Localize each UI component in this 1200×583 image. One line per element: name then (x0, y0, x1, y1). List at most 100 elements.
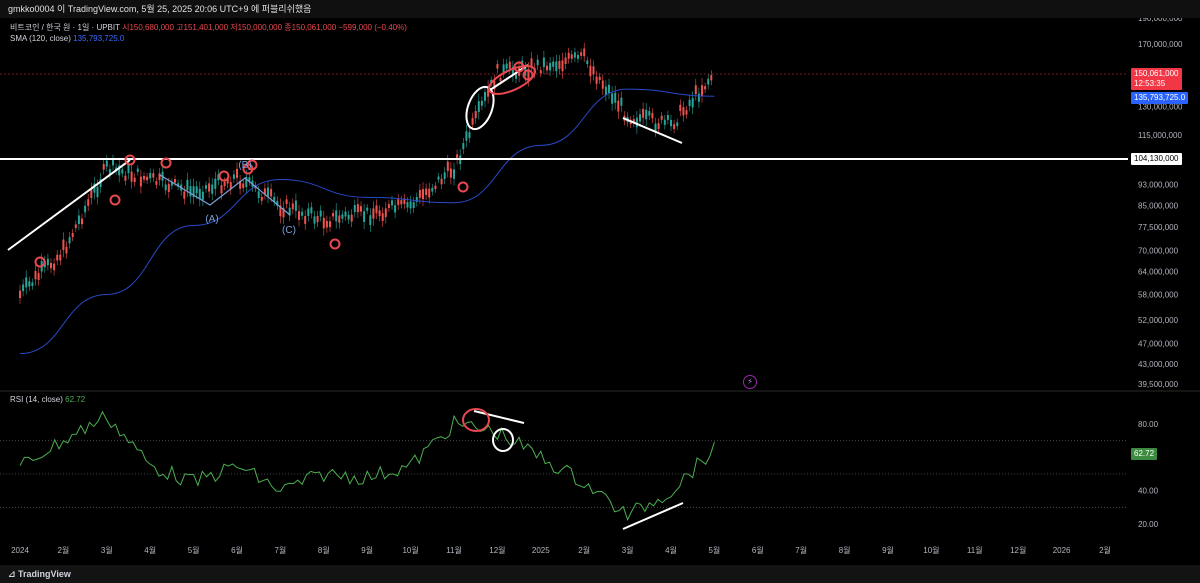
pivot-marker (513, 61, 525, 73)
time-tick-label: 2025 (532, 546, 550, 555)
candle-body (164, 184, 167, 191)
candle-body (65, 246, 68, 254)
candle-body (313, 216, 316, 224)
candle-body (56, 254, 59, 261)
candle-body (493, 80, 496, 90)
bar-countdown: 12:53:35 (1134, 79, 1166, 88)
candle-body (558, 61, 561, 69)
rsi-line (19, 410, 715, 522)
candle-body (127, 164, 130, 174)
time-tick-label: 11월 (967, 545, 983, 555)
candle-body (611, 93, 614, 104)
candle-body (270, 189, 273, 197)
candle-body (487, 87, 490, 97)
candle-body (186, 179, 189, 191)
candle-body (143, 176, 145, 180)
candle-body (707, 78, 710, 85)
candle-body (121, 169, 124, 174)
candle-body (189, 186, 192, 197)
candle-body (291, 203, 294, 210)
pivot-marker (329, 238, 341, 250)
candle-body (446, 161, 449, 171)
candle-body (279, 205, 282, 217)
candle-body (397, 199, 400, 205)
candle-body (263, 188, 266, 195)
candle-body (573, 52, 576, 58)
candle-body (654, 123, 657, 132)
candle-body (68, 237, 71, 244)
candle-body (645, 109, 648, 120)
wave-label: (C) (282, 225, 296, 236)
candle-body (598, 76, 601, 81)
candle-body (220, 185, 223, 194)
rsi-trendline-top[interactable] (473, 410, 525, 424)
candle-body (34, 270, 37, 280)
candle-body (174, 179, 176, 183)
time-tick-label: 3월 (101, 545, 113, 555)
candle-body (425, 188, 428, 196)
candle-body (304, 216, 307, 224)
sma-value: 135,793,725.0 (73, 34, 125, 43)
rsi-drawings[interactable] (462, 408, 684, 530)
candle-body (366, 207, 369, 211)
rsi-legend: RSI (14, close) 62.72 (10, 395, 85, 404)
price-tick-label: 39,500,000 (1138, 380, 1179, 389)
candle-body (403, 198, 406, 205)
rsi-red-ellipse[interactable] (462, 408, 490, 432)
candle-body (502, 64, 505, 72)
candle-body (595, 76, 598, 84)
candle-body (372, 208, 375, 219)
rsi-tick-label: 40.00 (1138, 487, 1159, 496)
candle-body (347, 214, 350, 220)
rsi-ellipse[interactable] (492, 428, 514, 452)
candle-body (369, 215, 372, 226)
candle-body (282, 207, 285, 218)
candle-body (480, 100, 483, 106)
time-tick-label: 4월 (665, 545, 677, 555)
chart-canvas[interactable]: (A)(B)(C) 190,000,000170,000,000150,000,… (0, 18, 1200, 565)
candle-body (589, 65, 592, 77)
candle-body (555, 61, 558, 72)
candle-body (617, 100, 620, 112)
trendline-top[interactable] (489, 64, 529, 91)
candle-body (583, 48, 586, 57)
drawings[interactable] (7, 60, 683, 251)
price-tick-label: 58,000,000 (1138, 290, 1179, 299)
divergence-line-price[interactable] (622, 117, 683, 144)
price-tick-label: 43,000,000 (1138, 360, 1179, 369)
trendline-up[interactable] (7, 159, 131, 251)
wave-label: (A) (205, 214, 218, 225)
candle-body (344, 211, 347, 217)
candle-body (704, 86, 707, 90)
candle-body (691, 98, 694, 108)
price-candles (19, 42, 713, 304)
rsi-divergence-line[interactable] (622, 502, 684, 530)
candle-body (236, 168, 238, 178)
last-price-tag: 150,061,000 12:53:35 (1131, 68, 1182, 90)
highlight-ellipse[interactable] (461, 83, 499, 133)
candle-body (676, 122, 679, 127)
lightning-icon[interactable]: ⚡ (743, 375, 757, 389)
candle-body (322, 217, 325, 229)
abc-correction-line[interactable] (159, 174, 291, 216)
price-tick-label: 190,000,000 (1138, 18, 1183, 23)
candle-body (353, 204, 356, 212)
candle-body (124, 175, 127, 181)
candle-body (226, 177, 229, 184)
candle-body (614, 92, 617, 103)
candle-body (93, 183, 96, 193)
candle-body (462, 143, 465, 150)
last-price-value: 150,061,000 (1134, 69, 1179, 78)
rsi-axis: 80.00 40.00 20.00 (1138, 420, 1159, 529)
candle-body (400, 200, 403, 205)
candle-body (294, 200, 297, 211)
top-ellipse[interactable] (485, 60, 539, 99)
time-tick-label: 12월 (1010, 545, 1026, 555)
price-tick-label: 170,000,000 (1138, 40, 1183, 49)
pivot-marker (160, 157, 172, 169)
candle-body (105, 160, 108, 167)
candle-body (443, 172, 446, 179)
candle-body (561, 60, 564, 72)
candle-body (552, 61, 555, 67)
candle-body (139, 176, 142, 187)
